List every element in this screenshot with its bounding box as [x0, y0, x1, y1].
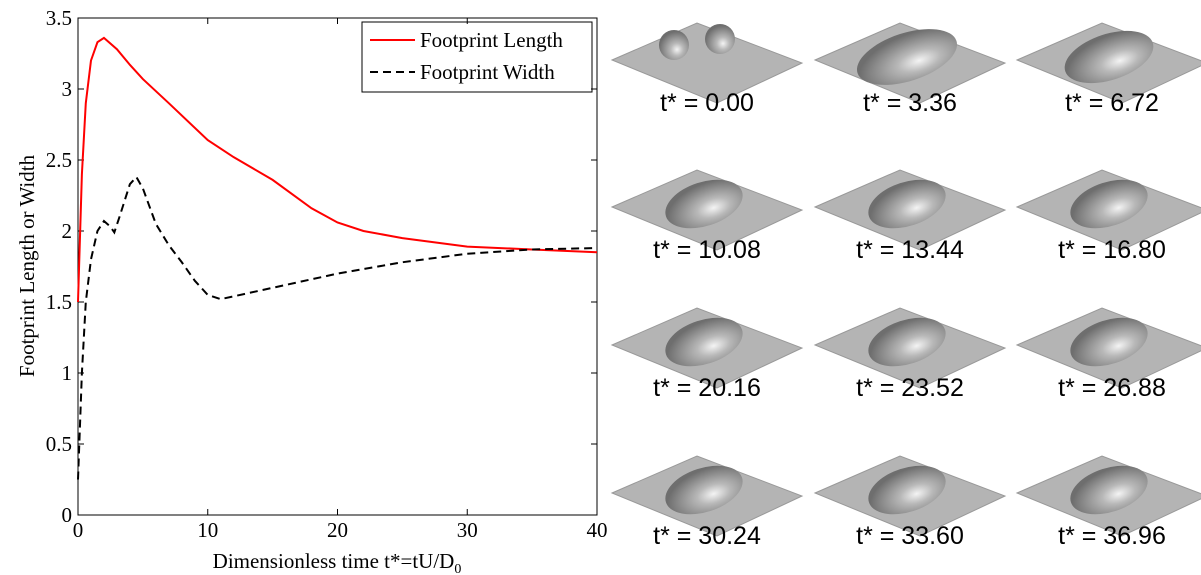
plot-frame — [77, 17, 598, 516]
droplet — [868, 465, 946, 515]
droplet — [665, 317, 743, 367]
snapshot-label: t* = 6.72 — [1065, 89, 1159, 117]
x-axis-label: Dimensionless time t*=tU/D0 — [213, 549, 462, 575]
snapshot: t* = 36.96 — [1015, 455, 1201, 550]
y-tick-label: 1.5 — [46, 290, 72, 314]
series-line — [77, 36, 598, 303]
x-tick-label: 0 — [73, 518, 84, 542]
snapshot: t* = 3.36 — [813, 22, 1007, 117]
snapshot-label: t* = 16.80 — [1058, 236, 1166, 264]
snapshot-label: t* = 26.88 — [1058, 374, 1166, 402]
snapshot-label: t* = 0.00 — [660, 89, 754, 117]
droplet — [1070, 317, 1148, 367]
series-line — [77, 175, 598, 480]
snapshot: t* = 23.52 — [813, 307, 1007, 402]
snapshot-label: t* = 23.52 — [856, 374, 964, 402]
snapshot-label: t* = 10.08 — [653, 236, 761, 264]
snapshot: t* = 26.88 — [1015, 307, 1201, 402]
y-tick-label: 3.5 — [46, 6, 72, 30]
droplet — [856, 29, 958, 85]
droplet — [665, 465, 743, 515]
droplet — [1070, 465, 1148, 515]
x-axis-label-subscript: 0 — [454, 562, 461, 575]
y-tick-label: 1 — [62, 361, 73, 385]
droplet — [705, 24, 735, 54]
droplet — [659, 30, 689, 60]
snapshot: t* = 30.24 — [610, 455, 804, 550]
droplet — [1070, 179, 1148, 229]
snapshot: t* = 6.72 — [1015, 22, 1201, 117]
snapshot-label: t* = 30.24 — [653, 522, 761, 550]
snapshot: t* = 33.60 — [813, 455, 1007, 550]
snapshot: t* = 16.80 — [1015, 169, 1201, 264]
x-tick-label: 20 — [327, 518, 348, 542]
y-axis-label: Footprint Length or Width — [15, 154, 39, 377]
snapshot-label: t* = 20.16 — [653, 374, 761, 402]
droplet — [1064, 30, 1154, 84]
y-tick-label: 2.5 — [46, 148, 72, 172]
x-tick-label: 40 — [587, 518, 608, 542]
y-tick-label: 0.5 — [46, 432, 72, 456]
y-tick-label: 2 — [62, 219, 73, 243]
snapshot: t* = 13.44 — [813, 169, 1007, 264]
droplet — [868, 317, 946, 367]
snapshot-label: t* = 36.96 — [1058, 522, 1166, 550]
droplet — [868, 179, 946, 229]
snapshot: t* = 20.16 — [610, 307, 804, 402]
x-tick-label: 10 — [197, 518, 218, 542]
x-axis-label-text: Dimensionless time t*=tU/D — [213, 549, 455, 573]
snapshot-label: t* = 33.60 — [856, 522, 964, 550]
snapshot-label: t* = 3.36 — [863, 89, 957, 117]
legend-label: Footprint Width — [420, 60, 555, 84]
y-tick-label: 0 — [62, 503, 73, 527]
snapshot: t* = 10.08 — [610, 169, 804, 264]
droplet — [665, 179, 743, 229]
legend-label: Footprint Length — [420, 28, 563, 52]
snapshot: t* = 0.00 — [610, 22, 804, 117]
legend-box — [361, 21, 593, 93]
legend: Footprint Length Footprint Width — [361, 21, 593, 93]
snapshot-label: t* = 13.44 — [856, 236, 964, 264]
y-tick-label: 3 — [62, 77, 73, 101]
x-tick-label: 30 — [457, 518, 478, 542]
